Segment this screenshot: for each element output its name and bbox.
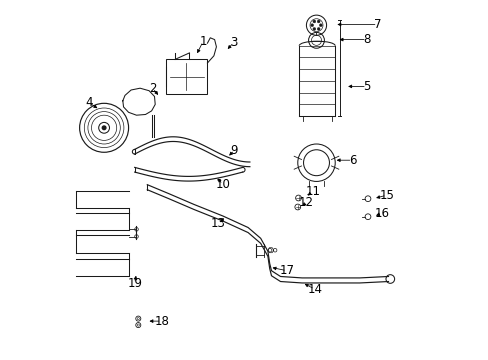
Circle shape [317,27,320,30]
Text: 11: 11 [305,185,320,198]
Text: 5: 5 [363,80,370,93]
Text: 15: 15 [379,189,393,202]
Circle shape [312,27,315,30]
Circle shape [319,24,322,27]
Text: 9: 9 [230,144,238,157]
Text: 18: 18 [154,315,169,328]
Text: 13: 13 [211,217,225,230]
Text: 14: 14 [306,283,322,296]
Text: 7: 7 [373,18,381,31]
Bar [166,59,207,94]
Text: 19: 19 [127,277,142,290]
Text: 3: 3 [229,36,237,49]
Circle shape [310,24,313,27]
Text: 4: 4 [85,96,93,109]
Text: 10: 10 [215,178,230,191]
Text: 17: 17 [279,264,294,277]
Text: 6: 6 [348,154,356,167]
Text: 16: 16 [374,207,389,220]
Text: 1: 1 [199,35,206,48]
Circle shape [312,20,315,23]
Text: 12: 12 [298,196,313,209]
Circle shape [102,126,106,130]
Text: 2: 2 [149,82,156,95]
Text: 8: 8 [363,33,370,46]
Circle shape [317,20,320,23]
